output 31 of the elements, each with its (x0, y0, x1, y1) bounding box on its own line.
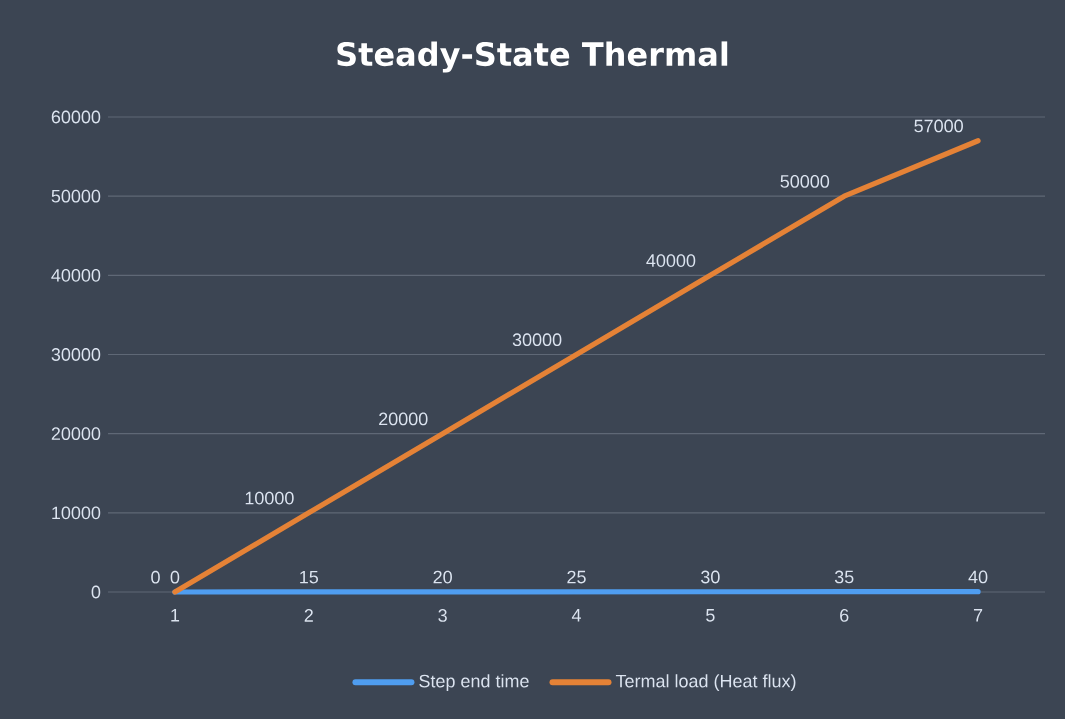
y-tick-label: 40000 (51, 268, 101, 282)
legend-label: Termal load (Heat flux) (615, 674, 796, 691)
data-label: 10000 (245, 491, 294, 505)
x-tick-label: 7 (973, 609, 983, 622)
data-label: 57000 (914, 119, 963, 133)
data-label: 30 (701, 570, 720, 584)
data-label: 15 (300, 570, 319, 584)
data-label: 20 (433, 570, 452, 584)
legend-label: Step end time (419, 674, 529, 691)
x-tick-label: 4 (571, 609, 581, 622)
data-label: 30000 (512, 333, 562, 347)
data-label: 0 (170, 570, 180, 584)
x-tick-label: 3 (438, 609, 447, 622)
data-label: 0 (151, 570, 160, 584)
data-label: 40000 (646, 254, 696, 267)
data-label: 50000 (780, 175, 830, 188)
data-label: 20000 (379, 412, 428, 426)
y-tick-label: 30000 (51, 348, 101, 361)
x-tick-label: 6 (840, 609, 849, 622)
x-tick-label: 5 (706, 609, 715, 622)
y-tick-label: 10000 (52, 506, 101, 520)
x-tick-label: 2 (304, 609, 313, 622)
y-tick-label: 50000 (51, 189, 101, 203)
data-label: 25 (567, 570, 586, 584)
x-tick-label: 1 (171, 609, 180, 622)
data-label: 40 (968, 570, 988, 584)
chart-title: Steady-State Thermal (337, 41, 728, 73)
data-label: 35 (834, 570, 854, 584)
y-tick-label: 0 (91, 585, 101, 599)
y-tick-label: 60000 (51, 110, 101, 124)
y-tick-label: 20000 (51, 427, 101, 441)
